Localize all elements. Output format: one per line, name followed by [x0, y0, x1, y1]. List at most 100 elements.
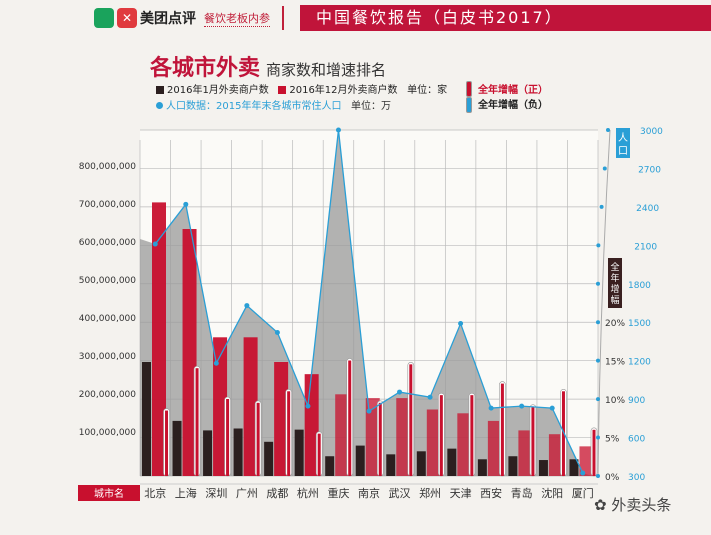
- growth-axis-label-char: 幅: [610, 294, 619, 306]
- bar-jan: [386, 454, 396, 476]
- category-label: 西安: [480, 486, 502, 500]
- population-point: [274, 329, 280, 335]
- bar-jan: [477, 459, 487, 476]
- bar-dec: [182, 229, 197, 476]
- left-tick-label: 500,000,000: [79, 276, 137, 286]
- growth-axis-label-char: 增: [610, 283, 619, 295]
- growth-bar: [592, 429, 596, 476]
- bar-jan: [538, 460, 548, 476]
- meituan-logo: [94, 8, 114, 28]
- bar-jan: [508, 456, 518, 476]
- legend-pop-dot: [156, 102, 163, 109]
- pop-axis-label-1: 人: [618, 132, 628, 144]
- pop-tick-label: 3000: [640, 127, 663, 137]
- legend-pop-unit: 单位：万: [351, 101, 391, 112]
- pop-tick: [596, 281, 600, 286]
- bar-jan: [294, 429, 304, 476]
- legend-jan: 2016年1月外卖商户数: [167, 85, 269, 96]
- population-point: [549, 405, 555, 411]
- bar-dec: [152, 202, 166, 476]
- category-label: 成都: [266, 487, 288, 500]
- left-tick-label: 100,000,000: [79, 428, 137, 438]
- left-tick-label: 200,000,000: [79, 390, 137, 400]
- legend-dec: 2016年12月外卖商户数: [289, 85, 398, 96]
- legend-growth-pos: 全年增幅（正）: [478, 85, 548, 96]
- pop-tick-label: 300: [628, 473, 645, 483]
- growth-tick-label: 0%: [605, 473, 620, 483]
- category-label: 沈阳: [541, 486, 563, 500]
- growth-bar: [439, 395, 443, 476]
- legend-dec-swatch: [278, 86, 287, 94]
- sub-brand: 餐饮老板内参: [204, 11, 270, 27]
- bar-jan: [203, 430, 213, 476]
- population-point: [397, 389, 403, 395]
- growth-bar: [378, 402, 382, 476]
- growth-bar: [470, 395, 474, 476]
- category-label: 深圳: [205, 487, 227, 500]
- growth-bar: [409, 364, 413, 476]
- bar-jan: [233, 428, 243, 476]
- growth-tick-label: 15%: [605, 358, 625, 368]
- legend-row-2: 人口数据：2015年年末各城市常住人口 单位：万: [156, 97, 391, 112]
- bar-dec: [213, 337, 228, 476]
- watermark: ✿ 外卖头条: [594, 496, 672, 514]
- dianping-logo: ✕: [117, 8, 137, 28]
- bar-jan: [142, 362, 151, 476]
- growth-bar: [287, 391, 291, 476]
- category-label: 青岛: [511, 486, 533, 500]
- category-label: 南京: [358, 486, 380, 500]
- pop-tick-label: 900: [628, 396, 645, 406]
- bar-dec: [579, 446, 594, 476]
- population-point: [244, 303, 250, 309]
- population-point: [366, 408, 372, 414]
- population-point: [183, 201, 189, 207]
- category-label: 厦门: [572, 486, 594, 500]
- population-point: [488, 405, 494, 411]
- watermark-text: 外卖头条: [611, 496, 672, 514]
- legend-jan-swatch: [156, 86, 164, 94]
- bar-dec: [274, 362, 289, 476]
- category-label: 武汉: [389, 487, 411, 500]
- category-label: 郑州: [419, 486, 441, 500]
- category-label: 上海: [175, 486, 197, 500]
- legend-unit: 单位：家: [407, 85, 448, 96]
- bar-jan: [355, 445, 365, 476]
- bar-jan: [416, 451, 426, 476]
- growth-bar: [531, 406, 535, 476]
- growth-bar: [256, 402, 260, 476]
- bar-jan: [264, 441, 274, 476]
- pop-tick-label: 1800: [628, 281, 651, 291]
- pop-tick-label: 1200: [628, 358, 651, 368]
- left-tick-label: 300,000,000: [79, 352, 137, 362]
- growth-axis-label-char: 全: [610, 261, 619, 273]
- bar-dec: [487, 420, 502, 476]
- bar-dec: [243, 337, 258, 476]
- legend-growth-neg: 全年增幅（负）: [478, 100, 548, 111]
- bar-jan: [172, 420, 182, 476]
- population-point: [213, 360, 219, 366]
- pop-tick: [596, 320, 600, 325]
- population-point: [580, 470, 586, 476]
- pop-tick: [596, 474, 600, 478]
- growth-bar: [165, 410, 169, 476]
- growth-tick-label: 10%: [605, 396, 625, 406]
- pop-tick: [596, 243, 601, 248]
- bar-dec: [518, 430, 533, 476]
- left-tick-label: 400,000,000: [79, 314, 137, 324]
- growth-bar: [317, 433, 321, 476]
- category-axis-title: 城市名: [94, 487, 124, 500]
- growth-axis-label-char: 年: [610, 272, 619, 284]
- divider: [282, 6, 284, 30]
- growth-bar: [195, 368, 199, 476]
- legend-row-1: 2016年1月外卖商户数 2016年12月外卖商户数 单位：家: [156, 81, 447, 96]
- growth-bar: [500, 383, 504, 476]
- population-point: [519, 403, 525, 409]
- bar-dec: [457, 413, 472, 476]
- header: ✕ 美团点评 餐饮老板内参: [94, 6, 284, 30]
- category-label: 北京: [144, 486, 166, 500]
- bar-dec: [548, 434, 563, 476]
- bar-dec: [335, 394, 350, 476]
- pop-tick: [596, 397, 600, 402]
- pop-tick: [599, 204, 604, 209]
